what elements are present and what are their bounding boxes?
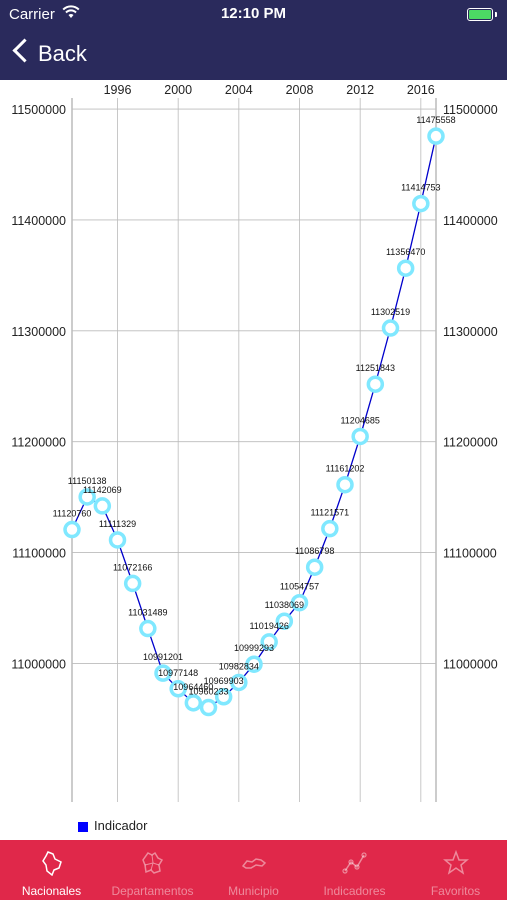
data-point <box>63 520 81 539</box>
x-tick-label: 1996 <box>104 83 132 97</box>
data-label: 11356470 <box>386 247 425 257</box>
navigation-bar: Back <box>0 28 507 80</box>
data-point <box>260 633 278 651</box>
data-label: 11019426 <box>249 621 288 631</box>
data-label: 11302519 <box>371 307 410 317</box>
data-point <box>78 488 96 506</box>
y-tick-label-right: 11000000 <box>443 657 498 671</box>
back-label: Back <box>38 41 87 66</box>
x-tick-label: 2016 <box>407 83 435 97</box>
y-tick-label-right: 11500000 <box>443 103 498 117</box>
y-tick-label-right: 11300000 <box>443 325 498 339</box>
data-label: 10982834 <box>219 661 259 671</box>
data-point <box>427 127 445 145</box>
data-point <box>396 259 415 277</box>
tab-bar: Nacionales Departamentos Municipio Indic… <box>0 840 507 900</box>
battery-icon <box>467 8 497 21</box>
tab-label: Municipio <box>228 884 279 898</box>
data-point <box>154 664 172 682</box>
data-label: 10969903 <box>204 676 244 686</box>
data-point <box>381 319 400 337</box>
carrier-label: Carrier <box>9 6 55 23</box>
data-label: 11031489 <box>128 608 167 618</box>
data-label: 11150138 <box>68 476 107 486</box>
data-point <box>305 558 324 576</box>
data-point <box>108 531 127 549</box>
tab-favoritos[interactable]: Favoritos <box>405 840 506 900</box>
data-point <box>139 619 157 638</box>
tab-departamentos[interactable]: Departamentos <box>102 840 203 900</box>
star-icon <box>442 849 470 876</box>
data-label: 10977148 <box>158 668 198 678</box>
data-label: 11161202 <box>326 464 365 474</box>
data-label: 11038069 <box>265 600 304 610</box>
wifi-icon <box>62 5 80 22</box>
tab-label: Favoritos <box>430 884 481 898</box>
y-tick-label-right: 11400000 <box>443 214 498 228</box>
line-chart: 11000000 11000000 11100000 11100000 11200000… <box>11 83 498 802</box>
graph-icon <box>342 850 368 876</box>
data-label: 10960233 <box>188 687 228 697</box>
data-label: 11086798 <box>295 546 334 556</box>
x-tick-label: 2000 <box>164 83 192 97</box>
x-tick-label: 2012 <box>346 83 374 97</box>
data-point <box>336 475 354 494</box>
x-tick-label: 2004 <box>225 83 253 97</box>
data-point <box>245 655 263 673</box>
y-tick-label-left: 11500000 <box>11 103 66 117</box>
data-point <box>123 574 142 593</box>
data-point <box>93 497 112 515</box>
tab-label: Nacionales <box>21 884 82 898</box>
tab-label: Indicadores <box>323 884 386 898</box>
data-label: 11111329 <box>99 519 136 529</box>
data-label: 10991201 <box>143 652 183 662</box>
chevron-left-icon <box>12 38 37 63</box>
data-point <box>169 680 187 698</box>
data-label: 11475558 <box>416 115 455 125</box>
data-point <box>351 427 369 446</box>
map-icon <box>39 850 65 877</box>
y-tick-label-left: 11100000 <box>12 547 66 561</box>
region-map-icon <box>140 850 166 876</box>
tab-nacionales[interactable]: Nacionales <box>1 840 102 900</box>
legend-label: Indicador <box>94 818 148 833</box>
x-tick-label: 2008 <box>286 83 314 97</box>
data-label: 11121571 <box>310 508 349 518</box>
tab-label: Departamentos <box>111 884 194 898</box>
legend-swatch <box>78 821 88 832</box>
municipio-icon <box>241 850 267 876</box>
y-tick-label-left: 11400000 <box>11 214 66 228</box>
data-label: 11414753 <box>401 183 440 193</box>
data-point <box>321 519 339 538</box>
data-label: 11142069 <box>83 485 122 495</box>
chart-legend: Indicador <box>78 818 147 833</box>
y-tick-label-left: 11300000 <box>11 325 66 339</box>
data-point <box>366 375 385 393</box>
data-point <box>275 612 294 630</box>
data-point <box>230 673 248 692</box>
y-tick-label-left: 11000000 <box>11 657 66 671</box>
data-label: 11204685 <box>340 415 379 425</box>
y-tick-label-right: 11100000 <box>443 547 497 561</box>
data-label: 10999293 <box>234 643 274 653</box>
data-label: 11072166 <box>113 562 152 572</box>
y-tick-label-right: 11200000 <box>443 436 498 450</box>
data-point <box>184 694 203 712</box>
data-point <box>412 194 430 213</box>
data-point <box>199 698 218 717</box>
status-bar: Carrier 12:10 PM <box>0 0 507 28</box>
data-label: 11251843 <box>356 363 395 373</box>
status-time: 12:10 PM <box>220 5 287 22</box>
y-tick-label-left: 11200000 <box>11 436 66 450</box>
data-point <box>290 593 309 612</box>
data-label: 10964460 <box>173 682 213 692</box>
tab-indicadores[interactable]: Indicadores <box>304 840 405 900</box>
data-label: 11120760 <box>53 509 92 519</box>
data-label: 11054757 <box>280 582 319 592</box>
data-point <box>214 688 233 706</box>
tab-municipio[interactable]: Municipio <box>203 840 304 900</box>
